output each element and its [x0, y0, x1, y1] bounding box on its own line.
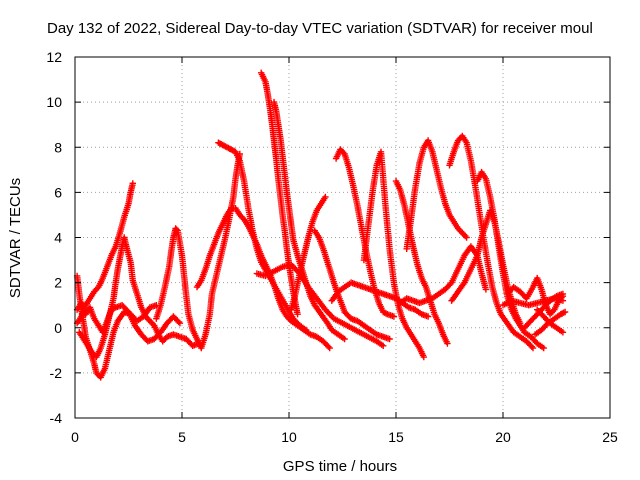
y-tick-label: 10: [46, 94, 62, 110]
y-tick-label: 2: [54, 275, 62, 291]
data-point: [559, 290, 567, 298]
data-point: [482, 286, 490, 293]
y-tick-label: 8: [54, 139, 62, 155]
chart-title: Day 132 of 2022, Sidereal Day-to-day VTE…: [47, 20, 593, 37]
x-tick-label: 15: [388, 429, 404, 445]
data-point: [529, 344, 537, 352]
y-tick-label: 6: [54, 184, 62, 200]
series-arc19: [446, 132, 537, 352]
x-tick-label: 10: [281, 429, 297, 445]
y-tick-label: 4: [54, 230, 62, 246]
data-point: [463, 234, 470, 241]
data-point: [176, 320, 184, 327]
data-point: [302, 326, 310, 334]
y-tick-label: 0: [54, 320, 62, 336]
data-point: [380, 342, 387, 349]
grid-lines: [75, 57, 610, 418]
series-arc26: [534, 306, 567, 336]
series-arc11: [253, 261, 387, 349]
data-point: [444, 340, 451, 347]
data-point: [322, 193, 329, 201]
y-tick-label: 12: [46, 49, 62, 65]
y-tick-label: -4: [50, 410, 63, 426]
y-tick-label: -2: [50, 365, 63, 381]
series-arc7: [215, 139, 310, 334]
series-arc16: [392, 177, 451, 347]
data-point: [420, 353, 427, 361]
series-arc8: [258, 69, 301, 318]
x-tick-label: 20: [495, 429, 511, 445]
series-arc6: [193, 205, 333, 352]
data-point: [124, 307, 131, 314]
data-point: [326, 344, 333, 352]
axes: 0 5 10 15 20 25 -4 -2 0 2 4 6 8 10 12: [46, 49, 618, 445]
series-arc17: [403, 137, 470, 252]
x-tick-label: 25: [602, 429, 618, 445]
x-tick-label: 0: [71, 429, 79, 445]
data-point: [129, 180, 136, 187]
x-axis-label: GPS time / hours: [283, 458, 397, 475]
series-arc4: [73, 299, 184, 345]
data-point: [341, 335, 348, 343]
data-point: [559, 297, 567, 304]
data-point: [325, 343, 332, 350]
data-point: [447, 280, 454, 288]
series-arc1: [73, 272, 160, 381]
data-point: [559, 329, 567, 336]
data-point: [386, 335, 393, 343]
series-arc5: [153, 150, 243, 352]
series-arc18: [397, 243, 490, 307]
data-point: [528, 343, 535, 350]
data-point: [294, 311, 301, 318]
data-point: [561, 308, 569, 316]
series-arc15: [360, 148, 427, 361]
series-arc10: [287, 193, 329, 313]
data-points: [73, 69, 569, 381]
data-point: [175, 318, 182, 326]
data-point: [390, 313, 398, 320]
data-point: [540, 344, 547, 352]
data-point: [424, 313, 432, 320]
series-arc21: [474, 168, 547, 352]
series-arc24: [521, 290, 567, 331]
y-axis-label: SDTVAR / TECUs: [7, 178, 24, 298]
x-tick-label: 5: [178, 429, 186, 445]
